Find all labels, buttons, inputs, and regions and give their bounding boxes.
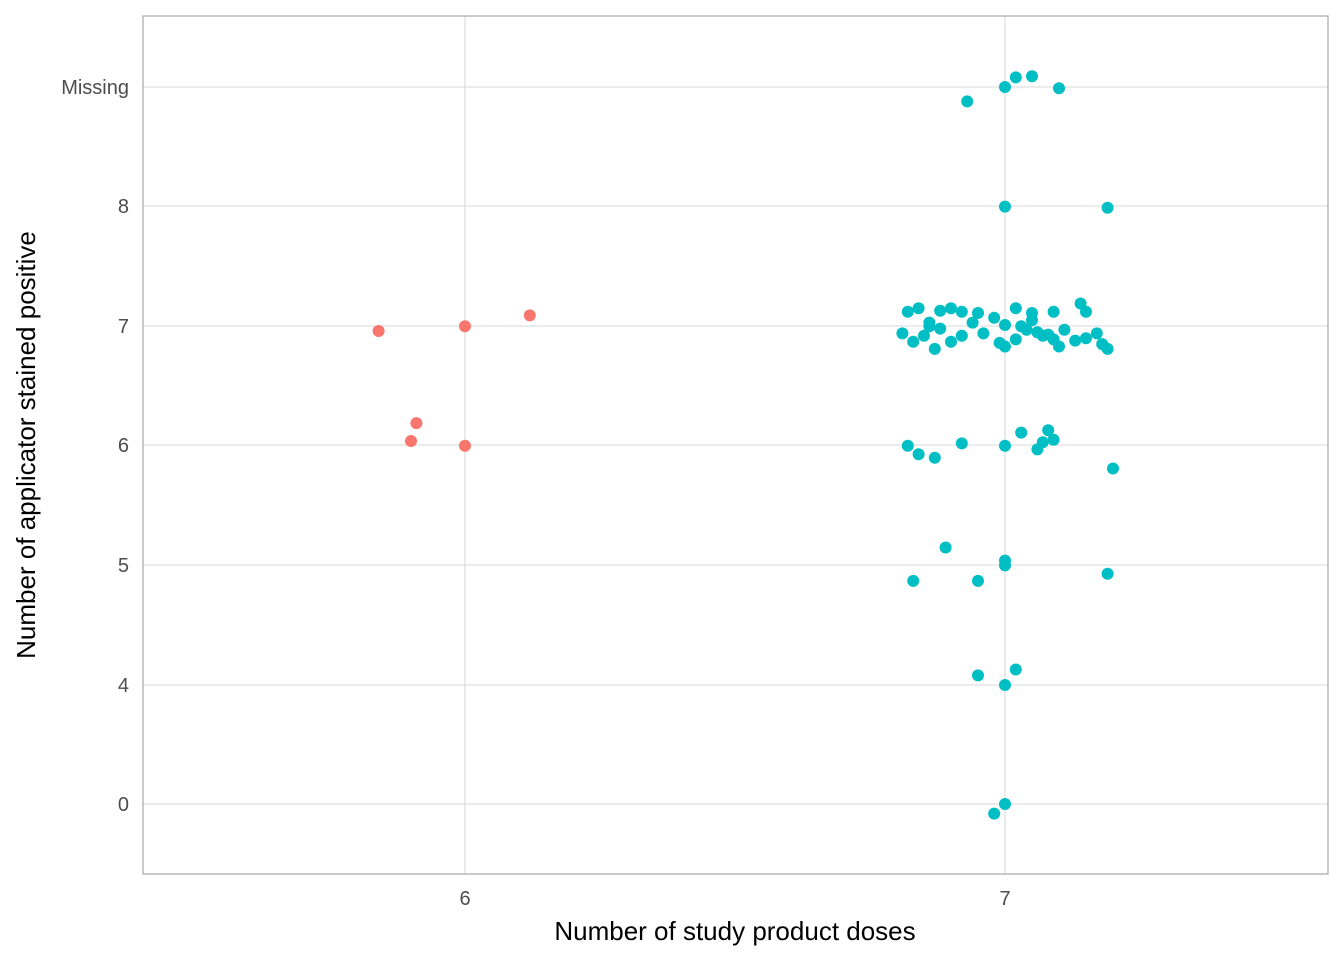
data-point-doses-7: [955, 437, 968, 450]
data-point-doses-7: [928, 451, 941, 464]
data-point-doses-7: [1047, 433, 1060, 446]
data-points: [372, 70, 1119, 820]
data-point-doses-6: [372, 325, 385, 337]
data-point-doses-7: [1036, 436, 1049, 449]
data-point-doses-7: [955, 329, 968, 342]
data-point-doses-7: [999, 798, 1011, 810]
data-point-doses-7: [961, 95, 974, 108]
y-axis-title: Number of applicator stained positive: [11, 231, 41, 659]
data-point-doses-7: [1058, 323, 1071, 336]
y-tick-label: Missing: [61, 77, 129, 99]
plot-panel-border: [142, 15, 1329, 875]
data-point-doses-7: [1101, 342, 1114, 355]
data-point-doses-7: [999, 81, 1011, 93]
data-point-doses-7: [1042, 424, 1055, 437]
data-point-doses-7: [1026, 314, 1038, 327]
y-tick-label: 7: [118, 316, 129, 338]
y-tick-label: 0: [118, 794, 129, 816]
data-point-doses-7: [977, 327, 990, 340]
data-point-doses-6: [459, 320, 471, 333]
data-point-doses-7: [1015, 320, 1028, 333]
data-point-doses-6: [459, 439, 471, 452]
y-tick-label: 6: [118, 435, 129, 457]
data-point-doses-7: [1009, 302, 1022, 315]
data-point-doses-7: [907, 574, 920, 587]
data-point-doses-7: [1107, 462, 1119, 475]
data-point-doses-7: [939, 541, 952, 554]
data-point-doses-7: [907, 335, 920, 348]
data-point-doses-7: [966, 316, 979, 329]
data-point-doses-7: [945, 302, 957, 315]
data-point-doses-7: [1036, 329, 1049, 342]
data-point-doses-7: [1047, 333, 1060, 346]
data-point-doses-7: [972, 307, 984, 319]
data-point-doses-7: [918, 329, 930, 342]
data-point-doses-7: [934, 304, 947, 317]
data-point-doses-7: [1080, 332, 1092, 345]
x-tick-label: 6: [459, 888, 470, 910]
y-tick-label: 8: [118, 196, 129, 218]
data-point-doses-7: [934, 322, 947, 335]
data-point-doses-7: [901, 439, 914, 452]
data-point-doses-7: [972, 574, 984, 587]
data-point-doses-7: [999, 559, 1011, 572]
data-point-doses-7: [945, 335, 957, 348]
data-point-doses-7: [999, 439, 1011, 452]
data-point-doses-7: [901, 305, 914, 318]
data-point-doses-7: [1026, 70, 1038, 83]
data-point-doses-7: [928, 342, 941, 355]
data-point-doses-7: [1009, 71, 1022, 84]
data-point-doses-7: [1101, 567, 1114, 580]
data-point-doses-7: [1053, 82, 1065, 95]
gridlines: [143, 16, 1328, 874]
data-point-doses-7: [999, 200, 1011, 213]
x-tick-label: 7: [999, 888, 1010, 910]
x-axis-title: Number of study product doses: [554, 916, 915, 946]
data-point-doses-6: [410, 417, 423, 430]
data-point-doses-6: [523, 309, 536, 322]
data-point-doses-7: [988, 807, 1001, 820]
data-point-doses-7: [896, 327, 909, 340]
y-tick-label: 4: [118, 675, 129, 697]
data-point-doses-7: [999, 679, 1011, 691]
y-axis-tick-labels: 0 4 5 6 7 8 Missing: [61, 77, 129, 816]
data-point-doses-7: [999, 340, 1011, 353]
data-point-doses-7: [1080, 305, 1092, 318]
y-tick-label: 5: [118, 555, 129, 577]
data-point-doses-7: [912, 448, 925, 461]
data-point-doses-7: [1009, 663, 1022, 676]
data-point-doses-7: [999, 319, 1011, 331]
data-point-doses-7: [923, 316, 936, 329]
data-point-doses-7: [1015, 426, 1028, 439]
data-point-doses-6: [405, 435, 417, 447]
data-point-doses-7: [1069, 334, 1082, 347]
data-point-doses-7: [988, 311, 1001, 324]
data-point-doses-7: [1009, 333, 1022, 346]
data-point-doses-7: [1090, 327, 1103, 340]
data-point-doses-7: [955, 305, 968, 318]
data-point-doses-7: [1101, 201, 1114, 214]
data-point-doses-7: [1047, 305, 1060, 318]
data-point-doses-7: [972, 669, 984, 682]
data-point-doses-7: [912, 302, 925, 315]
